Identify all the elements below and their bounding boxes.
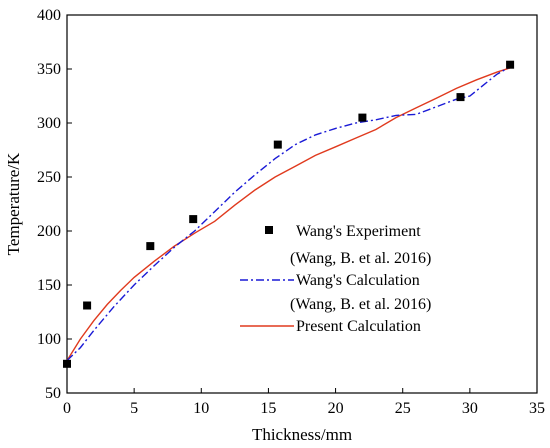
data-point-experiment <box>456 93 465 102</box>
legend-sublabel-wang-calculation: (Wang, B. et al. 2016) <box>290 296 431 313</box>
y-tick-label: 50 <box>45 385 61 402</box>
data-point-experiment <box>83 301 92 310</box>
y-axis-title: Temperature/K <box>4 152 23 255</box>
x-tick-label: 5 <box>130 400 138 417</box>
legend-label-wang-calculation: Wang's Calculation <box>296 272 420 289</box>
x-tick-label: 25 <box>395 400 411 417</box>
x-tick-label: 20 <box>328 400 344 417</box>
y-tick-label: 200 <box>37 223 61 240</box>
x-tick-label: 10 <box>193 400 209 417</box>
data-point-experiment <box>273 140 282 149</box>
x-tick-label: 35 <box>529 400 545 417</box>
y-tick-label: 300 <box>37 115 61 132</box>
y-tick-label: 250 <box>37 169 61 186</box>
legend-marker-experiment <box>265 226 273 234</box>
legend: Wang's Experiment (Wang, B. et al. 2016)… <box>240 223 431 335</box>
x-tick-label: 0 <box>63 400 71 417</box>
series-layer <box>63 60 515 368</box>
plot-area-frame <box>66 14 538 394</box>
ticks-layer: 0 5 10 15 20 25 30 35 50 100 150 200 250 300 350 400 <box>37 7 545 417</box>
data-point-experiment <box>189 215 198 224</box>
data-point-experiment <box>506 60 515 69</box>
x-tick-label: 30 <box>462 400 478 417</box>
x-tick-label: 15 <box>260 400 276 417</box>
legend-label-present-calculation: Present Calculation <box>296 318 421 335</box>
x-axis-title: Thickness/mm <box>252 425 352 444</box>
y-tick-label: 350 <box>37 61 61 78</box>
series-line-wang-calculation <box>66 66 511 362</box>
series-line-present-calculation <box>66 67 511 361</box>
y-tick-label: 400 <box>37 7 61 24</box>
legend-label-experiment: Wang's Experiment <box>296 223 421 240</box>
y-tick-label: 150 <box>37 277 61 294</box>
legend-sublabel-experiment: (Wang, B. et al. 2016) <box>290 250 431 267</box>
y-tick-label: 100 <box>37 331 61 348</box>
data-point-experiment <box>146 242 155 251</box>
data-point-experiment <box>358 113 367 122</box>
data-point-experiment <box>63 359 71 368</box>
